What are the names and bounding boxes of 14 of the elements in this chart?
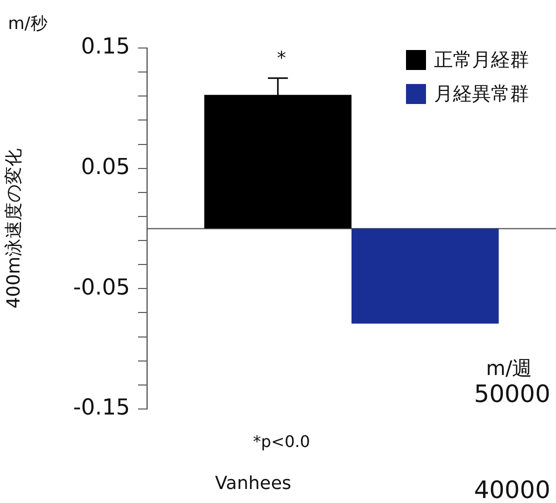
text: Vanhees [215,473,292,494]
y-tick-label: -0.15 [73,396,130,421]
y-tick-label: 0.05 [81,155,130,180]
annotation: m/週 [486,355,532,382]
legend-label: 正常月経群 [434,48,529,71]
text: m/秒 [8,13,48,35]
text: 40000 [474,476,550,503]
y-axis-title: 400m泳速度の変化 [3,148,24,308]
text: *p<0.0 [253,432,310,451]
annotation: * [277,48,286,69]
legend-label: 月経異常群 [434,82,529,105]
y-tick-label: 0.15 [81,34,130,60]
y-tick-label: -0.05 [73,275,130,300]
annotation: 50000 [474,380,550,408]
